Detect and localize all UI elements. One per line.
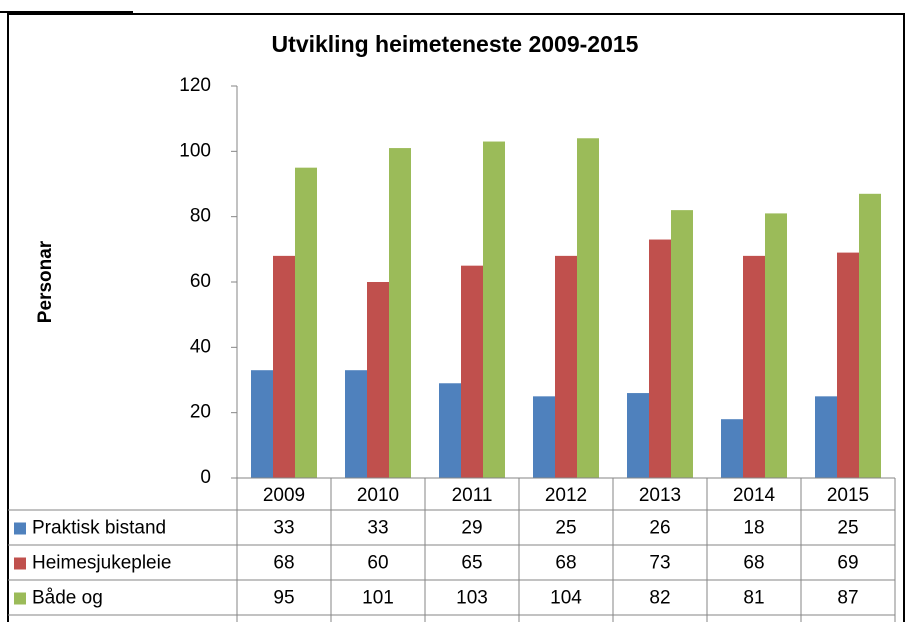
table-value: 18 [743, 518, 764, 539]
y-axis-title: Personar [35, 240, 56, 323]
table-value: 69 [837, 553, 858, 574]
bar [743, 255, 765, 478]
table-value: 81 [743, 588, 764, 609]
table-value: 65 [461, 553, 482, 574]
bar [483, 141, 505, 479]
table-value: 68 [743, 553, 764, 574]
bar [671, 210, 693, 478]
x-tick-label: 2009 [263, 485, 305, 506]
table-value: 82 [649, 588, 670, 609]
bar [649, 239, 671, 478]
x-tick-label: 2013 [639, 485, 681, 506]
legend-key [14, 592, 26, 605]
y-tick-label: 60 [190, 271, 211, 292]
table-value: 33 [367, 518, 388, 539]
bar [439, 383, 461, 478]
bar [345, 370, 367, 478]
bar [859, 193, 881, 479]
legend-key [14, 522, 26, 535]
x-tick-label: 2012 [545, 485, 587, 506]
bar [555, 255, 577, 478]
bar [295, 167, 317, 478]
y-tick-label: 120 [179, 75, 211, 96]
table-value: 104 [550, 588, 582, 609]
y-tick-label: 80 [190, 206, 211, 227]
bar [721, 419, 743, 478]
table-value: 25 [555, 518, 576, 539]
table-value: 25 [837, 518, 858, 539]
bar [389, 148, 411, 479]
y-tick-label: 0 [200, 467, 211, 488]
legend-label: Heimesjukepleie [32, 553, 171, 574]
x-tick-label: 2011 [452, 485, 493, 506]
table-value: 29 [461, 518, 482, 539]
table-value: 68 [555, 553, 576, 574]
table-value: 33 [273, 518, 294, 539]
x-tick-label: 2010 [357, 485, 399, 506]
table-value: 101 [362, 588, 394, 609]
bar [837, 252, 859, 478]
table-value: 60 [367, 553, 388, 574]
table-value: 87 [837, 588, 858, 609]
legend-label: Både og [32, 588, 103, 609]
bar [461, 265, 483, 478]
legend-label: Praktisk bistand [32, 518, 166, 539]
bar [815, 396, 837, 478]
y-tick-label: 100 [179, 140, 211, 161]
y-tick-label: 40 [190, 336, 211, 357]
y-tick-label: 20 [190, 402, 211, 423]
table-value: 26 [649, 518, 670, 539]
table-value: 95 [273, 588, 294, 609]
x-tick-label: 2014 [733, 485, 776, 506]
table-value: 103 [456, 588, 488, 609]
bar [273, 255, 295, 478]
bar [765, 213, 787, 478]
bar [627, 393, 649, 478]
table-value: 68 [273, 553, 294, 574]
bar [251, 370, 273, 478]
bar [577, 138, 599, 478]
bar [533, 396, 555, 478]
table-value: 73 [649, 553, 670, 574]
bar [367, 282, 389, 478]
x-tick-label: 2015 [827, 485, 869, 506]
chart-title: Utvikling heimeteneste 2009-2015 [272, 31, 639, 57]
legend-key [14, 557, 26, 570]
